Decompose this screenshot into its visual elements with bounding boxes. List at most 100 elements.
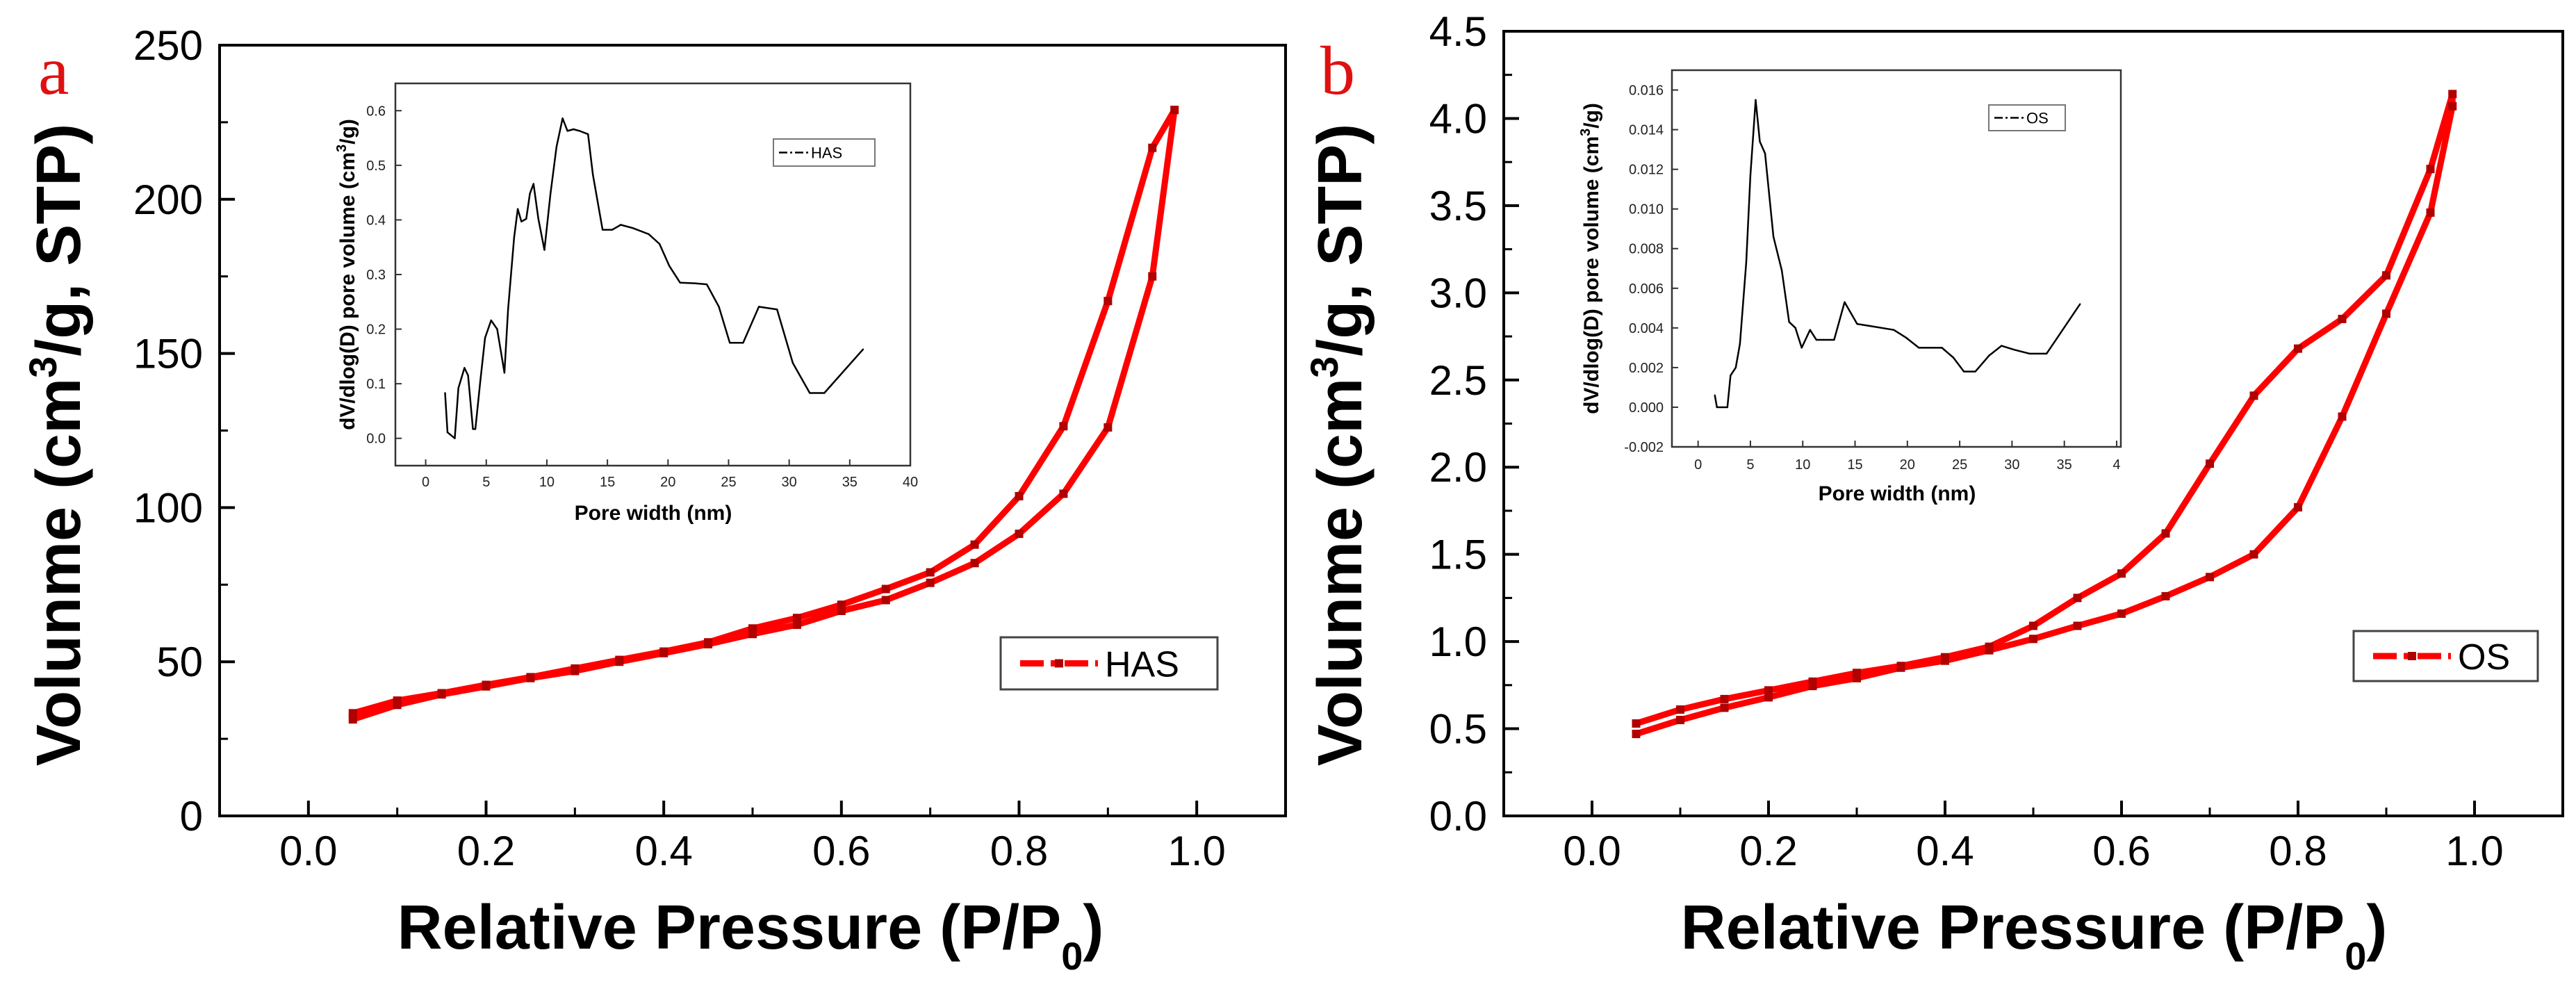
x-tick-label: 0.6	[812, 828, 870, 874]
data-point	[704, 638, 713, 647]
inset-y-tick-label: 0.010	[1629, 202, 1664, 218]
inset-data-point	[472, 428, 474, 430]
inset-data-point	[573, 128, 575, 131]
inset-data-point	[823, 392, 826, 394]
inset-data-point	[679, 281, 681, 284]
data-point	[1104, 297, 1113, 306]
inset-y-tick-label: 0.006	[1629, 281, 1664, 297]
data-point	[2206, 459, 2214, 468]
inset-y-axis-title: dV/dlog(D) pore volume (cm3/g)	[334, 119, 359, 430]
data-point	[393, 696, 402, 705]
data-point	[2161, 591, 2170, 600]
inset-data-point	[490, 319, 492, 322]
inset-x-tick-label: 5	[1746, 457, 1754, 473]
inset-data-point	[591, 174, 594, 176]
legend-marker	[1055, 659, 1063, 668]
inset-data-point	[1759, 140, 1761, 142]
inset-data-point	[566, 130, 568, 132]
inset-y-tick-label: 0.0	[366, 432, 386, 447]
x-tick-label: 0.4	[1916, 828, 1974, 874]
inset-data-point	[1730, 375, 1732, 377]
inset-data-point	[2001, 345, 2003, 347]
inset-x-tick-label: 40	[903, 475, 918, 490]
data-point	[2161, 529, 2170, 538]
data-point	[2338, 314, 2347, 323]
data-point	[881, 596, 890, 605]
inset-data-point	[668, 265, 671, 267]
legend-label: HAS	[1105, 645, 1179, 685]
data-point	[2073, 621, 2082, 630]
data-point	[659, 647, 668, 656]
inset-x-tick-label: 10	[539, 475, 555, 490]
inset-legend: HAS	[773, 138, 876, 167]
data-point	[2249, 391, 2258, 400]
inset-data-point	[1739, 343, 1741, 345]
legend: OS	[2352, 630, 2539, 682]
inset-data-point	[549, 193, 552, 195]
inset-x-axis-title: Pore width (nm)	[1819, 482, 1976, 505]
data-point	[1148, 272, 1157, 281]
inset-data-point	[578, 130, 581, 132]
data-point	[2117, 609, 2126, 618]
data-point	[2117, 569, 2126, 578]
inset-data-point	[1788, 321, 1790, 323]
inset-data-point	[658, 243, 661, 245]
inset-y-tick-label: 0.1	[366, 377, 386, 392]
data-point	[1764, 686, 1773, 695]
inset-x-tick-label: 25	[721, 475, 736, 490]
data-point	[1059, 422, 1068, 431]
inset-data-point	[532, 183, 534, 185]
data-point	[1632, 719, 1641, 728]
inset-data-point	[705, 283, 708, 286]
data-point	[1148, 143, 1157, 152]
data-point	[1985, 642, 1994, 651]
legend-label: OS	[2458, 637, 2510, 678]
plot-frame	[1502, 30, 2564, 817]
inset-data-point	[2045, 352, 2048, 355]
data-point	[748, 624, 757, 633]
data-point	[1720, 694, 1729, 703]
inset-data-point	[454, 437, 456, 439]
y-tick-label: 4.0	[1429, 95, 1487, 142]
y-tick-label: 0	[180, 793, 203, 840]
inset-x-tick-label: 15	[1847, 457, 1862, 473]
x-axis-title-part: 0	[2345, 934, 2366, 978]
inset-y-axis-title-part: 3	[1578, 129, 1593, 136]
inset-data-point	[1823, 338, 1825, 341]
inset-data-point	[525, 218, 527, 220]
y-tick-label: 50	[156, 639, 203, 685]
inset-data-point	[601, 229, 604, 231]
panel-letter: a	[38, 32, 69, 109]
inset-data-point	[561, 117, 564, 120]
inset-data-point	[543, 249, 545, 251]
x-tick-label: 0.8	[2269, 828, 2327, 874]
data-point	[2448, 101, 2457, 111]
x-tick-label: 0.4	[634, 828, 692, 874]
data-point	[482, 680, 491, 689]
data-point	[2029, 635, 2037, 644]
inset-legend: OS	[1988, 104, 2066, 131]
inset-data-point	[1714, 394, 1716, 397]
inset-series-line-OS	[1714, 99, 2081, 409]
data-point	[2294, 344, 2302, 353]
data-point	[1941, 653, 1949, 662]
y-axis-title-part: 3	[1302, 357, 1346, 378]
inset-data-point	[776, 309, 778, 311]
data-point	[437, 689, 446, 698]
x-axis-title: Relative Pressure (P/P0)	[397, 893, 1104, 978]
data-point	[926, 578, 935, 587]
inset-data-point	[503, 372, 506, 374]
inset-data-point	[520, 220, 523, 222]
data-point	[1015, 491, 1024, 500]
inset-y-tick-label: -0.002	[1624, 440, 1664, 455]
inset-data-point	[446, 431, 449, 434]
inset-y-tick-label: 0.004	[1629, 321, 1664, 336]
inset-data-point	[479, 381, 482, 383]
inset-y-tick-label: 0.3	[366, 268, 386, 283]
y-tick-label: 2.5	[1429, 357, 1487, 404]
y-tick-label: 3.5	[1429, 183, 1487, 229]
inset-data-point	[694, 282, 696, 284]
data-point	[2448, 90, 2457, 99]
data-point	[1720, 703, 1729, 712]
inset-data-point	[463, 367, 466, 369]
